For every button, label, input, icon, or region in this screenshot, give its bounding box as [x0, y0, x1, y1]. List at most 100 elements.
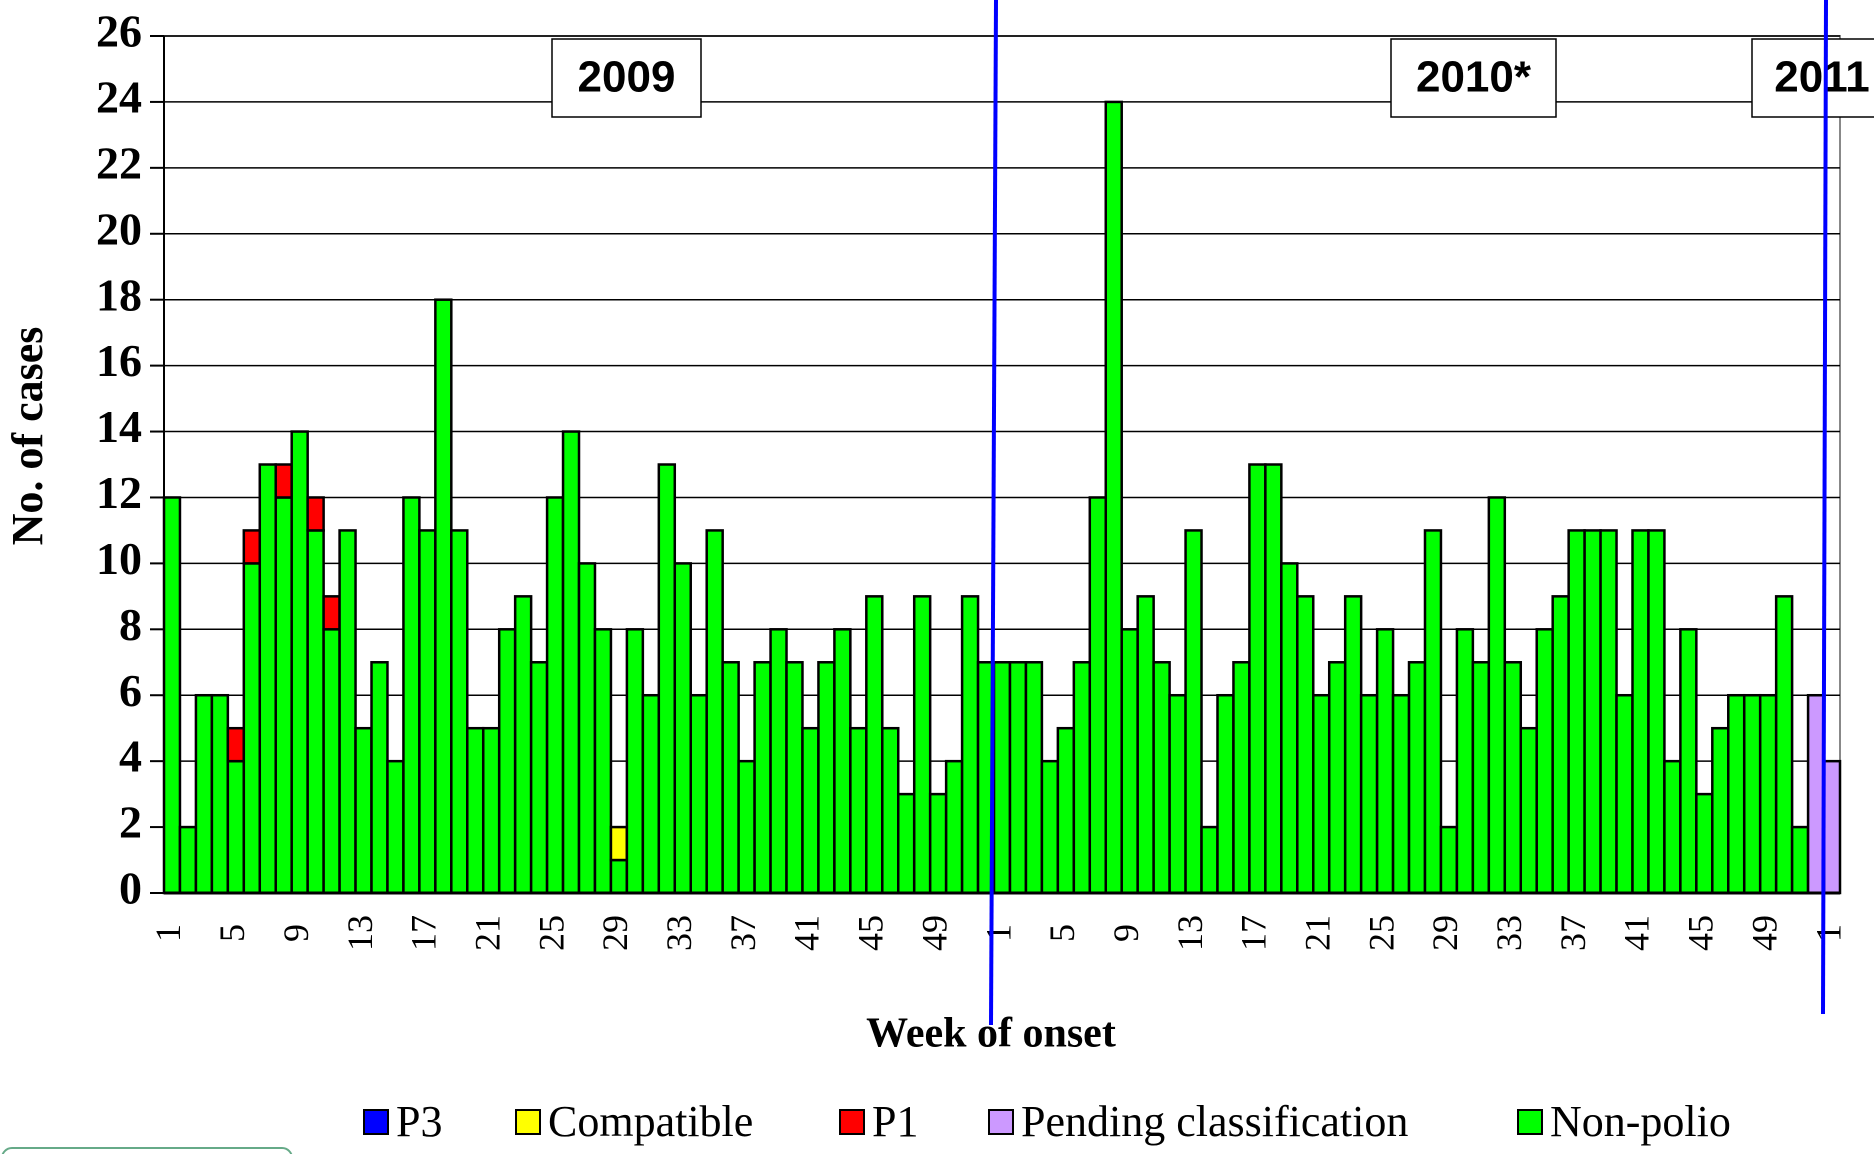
bar-segment [450, 529, 469, 895]
legend-swatch [988, 1109, 1014, 1135]
bar-segment [370, 661, 389, 895]
year-box [1751, 38, 1874, 118]
bar-segment [833, 628, 852, 895]
year-separator [1821, 0, 1828, 1015]
bar-segment [1024, 661, 1044, 895]
bar-segment [625, 628, 645, 895]
bar-segment [737, 759, 756, 895]
year-box [1390, 38, 1557, 118]
legend-label: P1 [872, 1097, 918, 1146]
bar-segment [1040, 759, 1060, 895]
bar-segment [944, 759, 964, 895]
bar-segment [481, 726, 501, 895]
bar-segment [322, 595, 341, 631]
bar-segment [577, 562, 597, 895]
bar-segment [705, 529, 724, 895]
x-tick-label: 49 [1744, 915, 1784, 951]
bar-segment [386, 759, 405, 895]
bar-segment [418, 529, 437, 895]
bar-segment [210, 693, 230, 895]
bar-segment [1663, 759, 1682, 895]
bar-segment [226, 759, 246, 895]
y-tick-label: 6 [119, 665, 142, 716]
y-tick-label: 14 [96, 401, 142, 452]
legend-swatch [839, 1109, 865, 1135]
bar-segment [1407, 661, 1427, 895]
bar-segment [545, 496, 565, 895]
x-tick-label: 5 [212, 924, 252, 942]
x-tick-label: 9 [276, 924, 316, 942]
bar-segment [1503, 661, 1523, 895]
x-tick-label: 13 [1170, 915, 1210, 951]
bar-segment [928, 792, 948, 895]
year-label: 2010* [1416, 53, 1532, 102]
bar-segment [226, 726, 246, 763]
y-tick-label: 8 [119, 599, 142, 650]
bar-segment [1200, 825, 1219, 895]
x-tick-label: 37 [1553, 915, 1593, 951]
bar-segment [1168, 693, 1187, 895]
y-tick-label: 4 [119, 731, 142, 782]
bar-segment [274, 496, 293, 895]
x-tick-label: 1 [1808, 924, 1848, 942]
y-tick-label: 12 [96, 467, 142, 518]
bar-segment [609, 825, 629, 862]
bar-segment [354, 726, 373, 895]
bar-segment [801, 726, 820, 895]
x-tick-label: 37 [723, 915, 763, 951]
bar-segment [657, 463, 677, 895]
y-tick-label: 2 [119, 797, 142, 848]
y-tick-label: 18 [96, 269, 142, 320]
bar-segment [1152, 661, 1171, 895]
y-axis-label: No. of cases [3, 327, 52, 546]
bar-segment [1742, 693, 1762, 895]
bar-segment [1455, 628, 1475, 895]
bar-segment [689, 693, 708, 895]
bar-segment [641, 693, 661, 895]
bar-segment [434, 298, 453, 895]
x-tick-label: 5 [1042, 924, 1082, 942]
bar-segment [865, 595, 884, 895]
bar-segment [1088, 496, 1108, 895]
bar-segment [912, 595, 932, 895]
bar-segment [1184, 529, 1203, 895]
bar-segment [1136, 595, 1155, 895]
bar-segment [1679, 628, 1698, 895]
y-tick-label: 22 [96, 137, 142, 188]
bar-segment [881, 726, 900, 895]
bar-segment [1439, 825, 1459, 895]
bar-segment [1790, 825, 1810, 895]
x-tick-label: 33 [659, 915, 699, 951]
bar-segment [896, 792, 916, 895]
y-tick-label: 24 [96, 71, 142, 122]
bar-segment [1727, 693, 1746, 895]
bar-segment [338, 529, 357, 895]
x-tick-label: 25 [531, 915, 571, 951]
x-tick-label: 17 [404, 915, 444, 951]
legend-swatch [1517, 1109, 1543, 1135]
x-tick-label: 21 [467, 915, 507, 951]
bar-segment [497, 628, 517, 895]
bar-segment [194, 693, 214, 895]
bar-segment [1471, 661, 1491, 895]
bar-segment [1248, 463, 1267, 895]
bar-segment [1072, 661, 1092, 895]
bar-segment [529, 661, 549, 895]
bar-segment [849, 726, 868, 895]
bar-segment [258, 463, 277, 895]
bar-segment [1375, 628, 1395, 895]
bar-segment [1519, 726, 1538, 895]
bar-segment [1487, 496, 1507, 895]
bar-segment [1232, 661, 1251, 895]
bar-segment [609, 858, 629, 895]
bar-segment [1774, 595, 1794, 895]
year-separator [989, 0, 998, 1026]
bar-segment [274, 463, 293, 499]
bar-segment [178, 825, 198, 895]
bar-segment [1216, 693, 1235, 895]
x-tick-label: 17 [1234, 915, 1274, 951]
x-tick-label: 45 [851, 915, 891, 951]
bar-segment [1008, 661, 1028, 895]
bar-segment [1599, 529, 1618, 895]
bar-segment [1391, 693, 1411, 895]
